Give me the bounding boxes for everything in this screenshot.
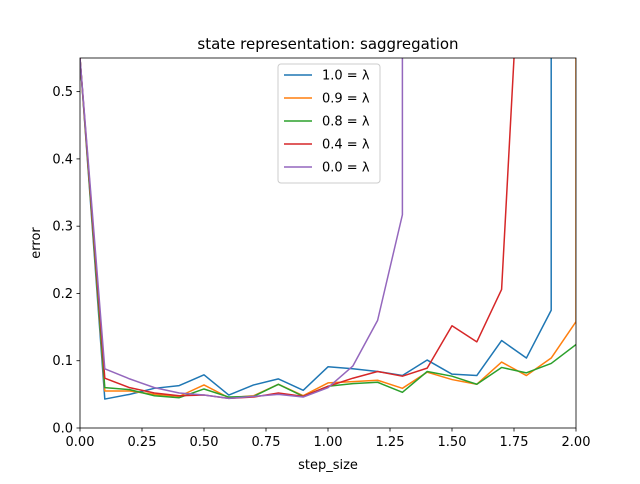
y-tick-label: 0.1 — [52, 354, 73, 369]
x-tick-label: 0.00 — [66, 435, 95, 450]
legend-label-2: 0.8 = λ — [322, 115, 370, 130]
chart-title: state representation: saggregation — [197, 35, 458, 53]
y-tick-label: 0.5 — [52, 85, 73, 100]
x-axis-label: step_size — [298, 458, 358, 473]
x-tick-label: 0.50 — [190, 435, 219, 450]
series-line-4 — [80, 58, 404, 400]
y-tick-label: 0.3 — [52, 220, 73, 235]
x-tick-label: 1.25 — [376, 435, 405, 450]
series-layer — [80, 58, 576, 400]
x-tick-label: 1.75 — [500, 435, 529, 450]
y-tick-label: 0.4 — [52, 152, 73, 167]
legend: 1.0 = λ 0.9 = λ 0.8 = λ 0.4 = λ 0.0 = λ — [277, 63, 381, 184]
y-tick-label: 0.2 — [52, 287, 73, 302]
x-tick-label: 2.00 — [562, 435, 591, 450]
x-tick-label: 0.75 — [252, 435, 281, 450]
y-axis-label: error — [29, 227, 44, 259]
legend-label-1: 0.9 = λ — [322, 92, 370, 107]
x-tick-label: 1.50 — [438, 435, 467, 450]
legend-label-0: 1.0 = λ — [322, 69, 370, 84]
series-line-0 — [80, 58, 552, 400]
y-tick-label: 0.0 — [52, 422, 73, 437]
legend-box — [277, 63, 381, 184]
x-tick-label: 0.25 — [128, 435, 157, 450]
axes-layer: 0.00 0.25 0.50 0.75 1.00 1.25 1.50 1.75 2.00 0.0 0… — [52, 57, 591, 450]
legend-label-4: 0.0 = λ — [322, 161, 370, 176]
legend-label-3: 0.4 = λ — [322, 138, 370, 153]
x-tick-label: 1.00 — [314, 435, 343, 450]
